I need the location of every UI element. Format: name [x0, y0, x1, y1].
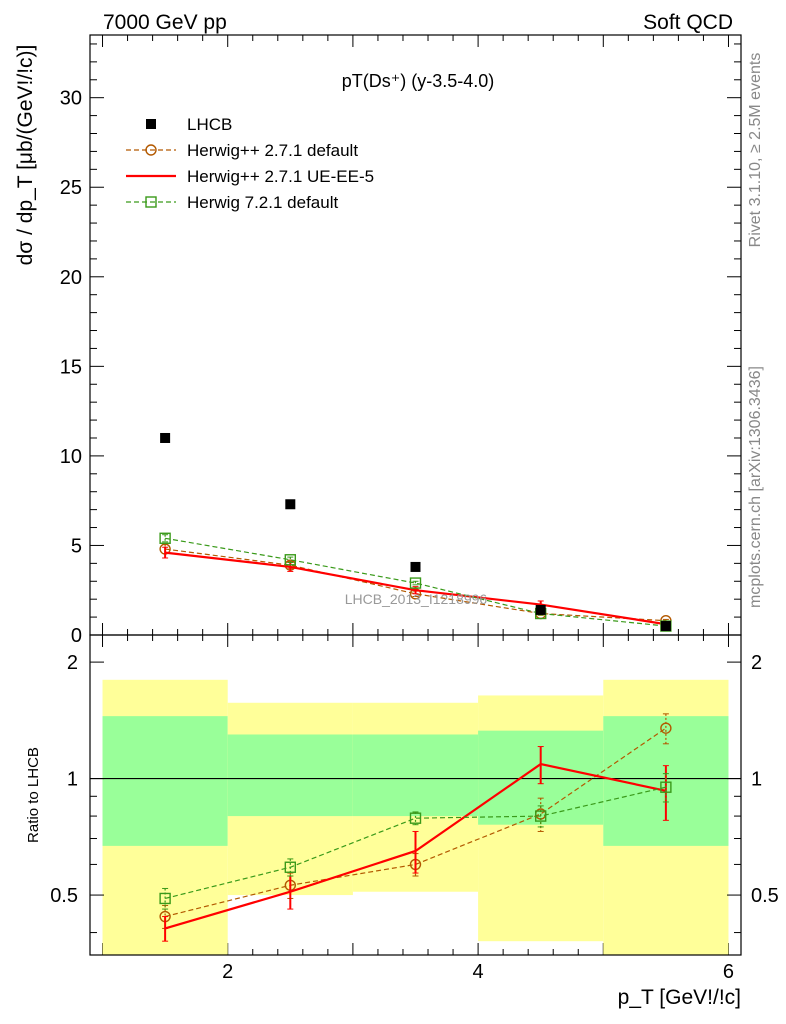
mc-marker [660, 722, 672, 734]
ratio-plot-area: 2 4 6 0.5 0.5 1 1 2 2 [50, 634, 779, 983]
mcplots-side-label: mcplots.cern.ch [arXiv:1306.3436] [747, 366, 764, 608]
upper-y-tick-label: 20 [60, 267, 82, 289]
ratio-mc-line [164, 727, 667, 918]
data-point-marker [160, 432, 171, 443]
mc-marker [145, 196, 157, 208]
data-point-marker [285, 499, 296, 510]
mc-marker [409, 812, 422, 824]
ratio-y-axis-label: Ratio to LHCB [25, 747, 42, 843]
data-point-marker [410, 561, 421, 572]
x-tick-label: 2 [222, 961, 233, 983]
ratio-y-tick-label-left: 2 [67, 652, 78, 674]
mc-marker [534, 810, 547, 822]
legend-marker-data [146, 119, 156, 129]
mc-marker [145, 144, 157, 156]
ratio-y-tick-label-right: 0.5 [751, 885, 779, 907]
upper-y-tick-label: 0 [71, 625, 82, 647]
upper-y-tick-label: 25 [60, 177, 82, 199]
mc-marker [159, 892, 171, 905]
mc-marker [284, 554, 297, 566]
mc-marker [409, 577, 422, 589]
header-right-label: Soft QCD [643, 11, 733, 34]
mc-marker [159, 532, 171, 544]
mc-marker [284, 861, 297, 873]
legend-label: Herwig++ 2.7.1 UE-EE-5 [187, 167, 374, 186]
ratio-y-tick-label-left: 1 [67, 769, 78, 791]
ratio-inner-band [102, 716, 228, 846]
data-point-marker [660, 621, 671, 632]
ratio-y-tick-label-left: 0.5 [50, 885, 78, 907]
x-axis-label: p_T [GeV!/!c] [618, 986, 741, 1009]
upper-y-tick-label: 30 [60, 88, 82, 110]
upper-y-tick-label: 15 [60, 356, 82, 378]
plot-title: pT(Ds⁺) (y-3.5-4.0) [342, 71, 495, 91]
x-tick-label: 4 [473, 961, 484, 983]
rivet-side-label: Rivet 3.1.10, ≥ 2.5M events [747, 53, 764, 248]
ratio-y-tick-label-right: 2 [751, 652, 762, 674]
upper-mc-line [165, 548, 666, 622]
legend-label: Herwig++ 2.7.1 default [187, 141, 358, 160]
upper-mc-line [165, 537, 666, 627]
ratio-inner-band [352, 734, 479, 817]
upper-y-axis-label: dσ / dp_T [μb/(GeV!/!c)] [14, 45, 37, 266]
legend: LHCB Herwig++ 2.7.1 default Herwig++ 2.7.1… [126, 115, 374, 212]
watermark-label: LHCB_2013_I1218996 [345, 591, 488, 607]
x-tick-label: 6 [723, 961, 734, 983]
ratio-inner-band [227, 734, 353, 817]
upper-y-tick-label: 10 [60, 446, 82, 468]
ratio-plot-frame [89, 634, 742, 956]
data-point-marker [535, 604, 546, 615]
legend-label: LHCB [187, 115, 232, 134]
mc-marker [660, 781, 672, 793]
upper-y-tick-label: 5 [71, 535, 82, 557]
header-left-label: 7000 GeV pp [103, 11, 227, 34]
legend-label: Herwig 7.2.1 default [187, 193, 338, 212]
ratio-y-tick-label-right: 1 [751, 769, 762, 791]
